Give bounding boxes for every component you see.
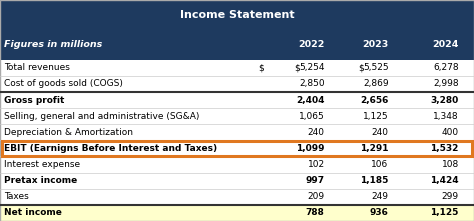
Text: 2,998: 2,998 (433, 79, 459, 88)
Text: Income Statement: Income Statement (180, 10, 294, 20)
Text: 240: 240 (308, 128, 325, 137)
Text: 1,185: 1,185 (360, 176, 389, 185)
Text: $: $ (258, 63, 264, 72)
Text: 936: 936 (370, 208, 389, 217)
Text: 299: 299 (442, 192, 459, 201)
Bar (0, 140, 474, 156)
Text: Depreciation & Amortization: Depreciation & Amortization (4, 128, 133, 137)
Text: Figures in millions: Figures in millions (4, 40, 102, 49)
Text: Net income: Net income (4, 208, 62, 217)
Text: 1,125: 1,125 (430, 208, 459, 217)
Text: 2022: 2022 (298, 40, 325, 49)
Text: 6,278: 6,278 (433, 63, 459, 72)
Text: Interest expense: Interest expense (4, 160, 80, 169)
Bar (0, 30, 474, 60)
Text: 209: 209 (308, 192, 325, 201)
Text: $: $ (358, 63, 364, 72)
Text: 2024: 2024 (432, 40, 459, 49)
Text: 1,532: 1,532 (430, 144, 459, 153)
Bar (0, 124, 474, 140)
Text: $: $ (294, 63, 300, 72)
Text: 1,424: 1,424 (430, 176, 459, 185)
Text: 2,850: 2,850 (299, 79, 325, 88)
Text: 2023: 2023 (363, 40, 389, 49)
Text: 400: 400 (442, 128, 459, 137)
Bar (0, 173, 474, 189)
Text: 2,404: 2,404 (296, 95, 325, 105)
Text: 102: 102 (308, 160, 325, 169)
Text: 788: 788 (306, 208, 325, 217)
Text: Taxes: Taxes (4, 192, 28, 201)
Text: Selling, general and administrative (SG&A): Selling, general and administrative (SG&… (4, 112, 199, 121)
Text: 1,125: 1,125 (363, 112, 389, 121)
Text: 1,348: 1,348 (433, 112, 459, 121)
Text: 5,525: 5,525 (363, 63, 389, 72)
Text: Cost of goods sold (COGS): Cost of goods sold (COGS) (4, 79, 123, 88)
Text: 997: 997 (306, 176, 325, 185)
Text: 1,099: 1,099 (296, 144, 325, 153)
Text: 106: 106 (372, 160, 389, 169)
Bar (0, 76, 474, 92)
Bar (0, 189, 474, 205)
Bar (0, 205, 474, 221)
Text: 5,254: 5,254 (299, 63, 325, 72)
Text: 2,869: 2,869 (363, 79, 389, 88)
Text: 108: 108 (442, 160, 459, 169)
Bar (0, 92, 474, 108)
Text: Pretax income: Pretax income (4, 176, 77, 185)
Text: Gross profit: Gross profit (4, 95, 64, 105)
Text: Total revenues: Total revenues (4, 63, 70, 72)
Text: 1,291: 1,291 (360, 144, 389, 153)
Bar (0, 108, 474, 124)
Bar (0, 156, 474, 173)
Text: 249: 249 (372, 192, 389, 201)
Bar (0, 60, 474, 76)
Text: 1,065: 1,065 (299, 112, 325, 121)
Text: 3,280: 3,280 (430, 95, 459, 105)
Text: 2,656: 2,656 (360, 95, 389, 105)
Bar (0, 0, 474, 30)
Text: EBIT (Earnigns Before Interest and Taxes): EBIT (Earnigns Before Interest and Taxes… (4, 144, 217, 153)
Text: 240: 240 (372, 128, 389, 137)
